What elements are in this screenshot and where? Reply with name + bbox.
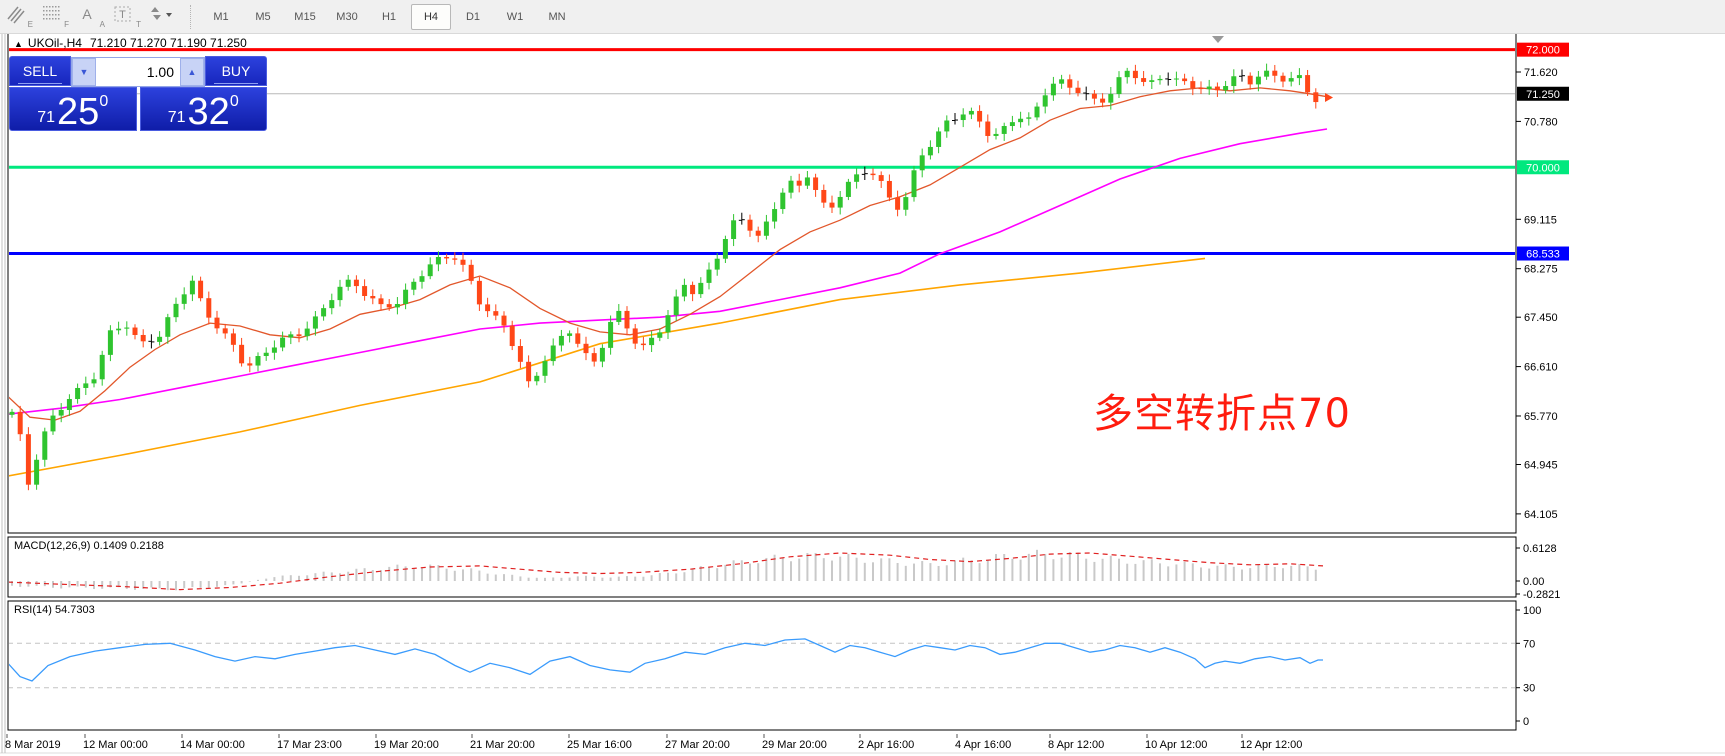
price-badge-72.000 [1517,42,1569,57]
svg-text:T: T [119,9,126,21]
time-tick-label: 14 Mar 00:00 [180,739,245,751]
price-badge-label: 72.000 [1526,45,1560,57]
ma-slow-line [9,257,1206,477]
volume-input[interactable] [96,58,180,86]
buy-price-figure: 71 [167,109,186,126]
chart-shift-marker-icon[interactable] [1212,36,1224,43]
volume-stepper: ▼ ▲ [71,57,205,87]
buy-button[interactable]: BUY [205,56,267,86]
timeframe-button-m15[interactable]: M15 [294,10,316,23]
timeframe-button-d1[interactable]: D1 [465,10,481,23]
cursor-crosshair-icon[interactable]: E [4,3,36,31]
panel-frames [0,32,1725,754]
time-scale[interactable]: 8 Mar 2019 12 Mar 00:00 14 Mar 00:00 17 Mar… [5,734,1302,751]
sell-price-figure: 71 [37,109,56,126]
timeframe-group: M1 M5 M15 M30 H1 H4 D1 W1 MN [200,3,578,30]
tool-sub-label: E [27,19,33,29]
volume-decrease-button[interactable]: ▼ [72,58,96,86]
time-tick-label: 25 Mar 16:00 [567,739,632,751]
sell-button[interactable]: SELL [9,56,71,86]
price-badge-68.533 [1517,246,1569,261]
price-tick-label: 69.115 [1524,214,1557,226]
sell-price[interactable]: 71 25 0 [9,87,137,131]
rsi-tick-label: 0 [1523,716,1529,728]
rsi-panel [9,638,1515,689]
price-badge-label: 71.250 [1526,89,1560,101]
time-tick-label: 8 Apr 12:00 [1048,739,1104,751]
chart-annotation: 多空转折点70 [1093,391,1351,437]
price-tick-label: 67.450 [1524,312,1558,324]
arrows-icon[interactable] [148,3,180,31]
volume-increase-button[interactable]: ▲ [180,58,204,86]
sell-price-pips: 25 [57,90,100,133]
price-tick-label: 66.610 [1524,362,1558,374]
symbol-name: UKOil-,H4 [27,36,82,50]
time-tick-label: 29 Mar 20:00 [762,739,827,751]
one-click-trading-panel: SELL ▼ ▲ BUY 71 25 0 71 32 0 [9,56,267,131]
price-badge-70.000 [1517,160,1569,175]
chart-title: ▲ UKOil-,H4 71.210 71.270 71.190 71.250 [14,36,247,50]
time-tick-label: 21 Mar 20:00 [470,739,535,751]
grid-fibonacci-icon[interactable]: F [40,3,72,31]
time-tick-label: 27 Mar 20:00 [665,739,730,751]
toolbar-separator [190,4,192,29]
macd-panel [9,549,1324,591]
indicator-scales[interactable]: 0.6128 0.00-0.2821 100 70 30 0 [1516,543,1560,728]
price-tick-label: 68.275 [1524,264,1558,276]
time-tick-label: 4 Apr 16:00 [955,739,1011,751]
tool-sub-label: A [99,19,105,29]
last-price-arrow-icon [1325,93,1333,102]
ohlc-values: 71.210 71.270 71.190 71.250 [89,36,247,50]
macd-tick-label: 0.00 [1523,576,1544,588]
price-tick-label: 64.945 [1524,459,1558,471]
buy-price[interactable]: 71 32 0 [139,87,267,133]
macd-tick-label: 0.6128 [1523,543,1557,555]
timeframe-button-w1[interactable]: W1 [506,10,524,23]
time-tick-label: 19 Mar 20:00 [374,739,439,751]
timeframe-button-m30[interactable]: M30 [336,10,358,23]
rsi-tick-label: 100 [1523,605,1541,617]
macd-tick-label: -0.2821 [1523,589,1560,601]
price-tick-label: 71.620 [1524,67,1558,79]
timeframe-button-h1[interactable]: H1 [381,10,397,23]
candlesticks [9,63,1319,491]
time-tick-label: 8 Mar 2019 [5,739,61,751]
timeframe-button-mn[interactable]: MN [548,10,566,23]
rsi-label: RSI(14) 54.7303 [14,604,95,616]
timeframe-button-h4[interactable]: H4 [411,3,451,30]
price-scale[interactable]: 71.620 70.780 69.115 68.275 67.450 66.610 65.7… [1516,42,1569,521]
buy-price-point: 0 [229,93,239,110]
rsi-line [9,638,1323,682]
price-badge-label: 70.000 [1526,162,1560,174]
macd-label: MACD(12,26,9) 0.1409 0.2188 [14,540,164,552]
time-tick-label: 17 Mar 23:00 [277,739,342,751]
buy-price-pips: 32 [187,90,230,133]
macd-signal-line [9,552,1324,591]
time-tick-label: 2 Apr 16:00 [858,739,914,751]
time-tick-label: 12 Mar 00:00 [83,739,148,751]
ma-mid-line [9,128,1328,415]
price-tick-label: 64.105 [1524,509,1558,521]
timeframe-button-m1[interactable]: M1 [213,10,229,23]
rsi-tick-label: 70 [1523,638,1535,650]
price-tick-label: 65.770 [1524,411,1558,423]
collapse-arrow-icon[interactable]: ▲ [14,39,23,49]
price-tick-label: 70.780 [1524,116,1558,128]
time-tick-label: 10 Apr 12:00 [1145,739,1207,751]
tool-sub-label: F [64,19,69,29]
price-badge-label: 68.533 [1526,249,1560,261]
timeframe-button-m5[interactable]: M5 [255,10,271,23]
svg-text:A: A [82,6,92,22]
rsi-tick-label: 30 [1523,683,1535,695]
price-badge-71.250 [1517,86,1569,101]
tool-sub-label: T [136,19,141,29]
sell-price-point: 0 [99,93,109,110]
time-tick-label: 12 Apr 12:00 [1240,739,1302,751]
